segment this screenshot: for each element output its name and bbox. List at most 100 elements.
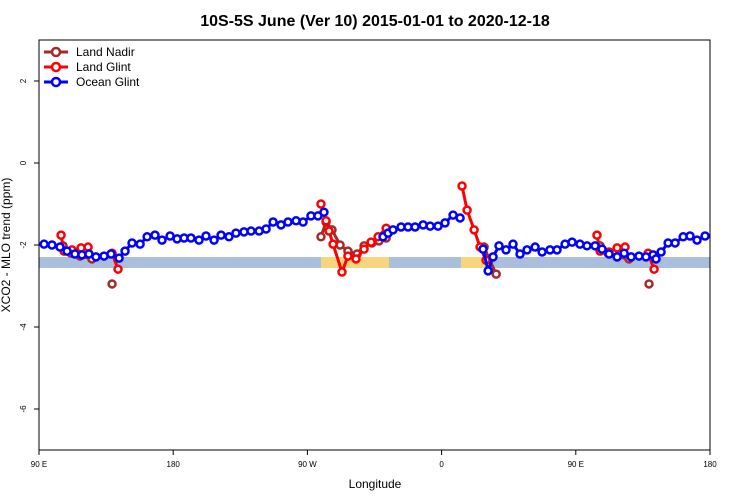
data-point xyxy=(692,235,702,245)
legend-marker xyxy=(50,46,62,58)
data-point xyxy=(478,244,488,254)
y-axis-label: XCO2 - MLO trend (ppm) xyxy=(0,178,13,313)
data-point xyxy=(491,269,501,279)
data-point xyxy=(488,252,498,262)
data-point xyxy=(324,226,334,236)
data-point xyxy=(501,245,511,255)
y-tick-label: -4 xyxy=(19,323,28,331)
data-point xyxy=(508,239,518,249)
data-point xyxy=(410,222,420,232)
data-point xyxy=(142,232,152,242)
data-point xyxy=(700,231,710,241)
x-tick-label: 90 E xyxy=(31,460,47,469)
data-point xyxy=(343,251,353,261)
x-tick-label: 180 xyxy=(703,460,717,469)
data-point xyxy=(328,239,338,249)
plot-area xyxy=(39,181,710,289)
data-point xyxy=(462,205,472,215)
data-point xyxy=(530,242,540,252)
data-point xyxy=(592,230,602,240)
data-point xyxy=(39,239,49,249)
data-point xyxy=(224,232,234,242)
data-point xyxy=(298,217,308,227)
data-point xyxy=(55,242,65,252)
data-point xyxy=(246,226,256,236)
legend-label: Ocean Glint xyxy=(76,75,140,89)
data-point xyxy=(494,241,504,251)
data-point xyxy=(231,228,241,238)
data-point xyxy=(366,237,376,247)
data-point xyxy=(522,245,532,255)
data-point xyxy=(552,245,562,255)
data-point xyxy=(261,224,271,234)
y-tick-label: 2 xyxy=(19,78,28,83)
data-point xyxy=(47,240,57,250)
data-point xyxy=(359,244,369,254)
data-point xyxy=(626,252,636,262)
data-point xyxy=(216,230,226,240)
data-point xyxy=(337,267,347,277)
data-point xyxy=(604,249,614,259)
legend-label: Land Nadir xyxy=(76,45,135,59)
data-point xyxy=(612,243,622,253)
data-point xyxy=(91,252,101,262)
data-point xyxy=(113,264,123,274)
data-point xyxy=(651,254,661,264)
data-point xyxy=(656,247,666,257)
data-point xyxy=(268,217,278,227)
data-point xyxy=(515,249,525,259)
data-point xyxy=(150,230,160,240)
data-point xyxy=(107,279,117,289)
x-tick-label: 0 xyxy=(439,460,444,469)
data-point xyxy=(106,249,116,259)
data-point xyxy=(316,199,326,209)
legend-label: Land Glint xyxy=(76,60,131,74)
land-strip xyxy=(461,257,489,268)
legend-marker xyxy=(50,61,62,73)
x-tick-label: 90 W xyxy=(298,460,317,469)
data-point xyxy=(135,239,145,249)
data-point xyxy=(194,235,204,245)
data-point xyxy=(351,254,361,264)
data-point xyxy=(685,231,695,241)
data-point xyxy=(127,238,137,248)
data-point xyxy=(619,248,629,258)
data-point xyxy=(590,241,600,251)
data-point xyxy=(388,225,398,235)
data-point xyxy=(114,253,124,263)
data-point xyxy=(186,233,196,243)
x-axis-label: Longitude xyxy=(349,477,402,491)
data-point xyxy=(567,237,577,247)
y-tick-label: -6 xyxy=(19,405,28,413)
data-point xyxy=(537,247,547,257)
y-tick-label: -2 xyxy=(19,241,28,249)
data-point xyxy=(644,279,654,289)
data-point xyxy=(457,181,467,191)
data-point xyxy=(120,246,130,256)
x-tick-label: 90 E xyxy=(568,460,584,469)
data-point xyxy=(670,238,680,248)
data-point xyxy=(62,246,72,256)
data-point xyxy=(316,232,326,242)
data-point xyxy=(201,231,211,241)
data-point xyxy=(56,230,66,240)
data-point xyxy=(440,218,450,228)
y-tick-label: 0 xyxy=(19,160,28,165)
data-point xyxy=(319,207,329,217)
data-point xyxy=(425,221,435,231)
x-tick-label: 180 xyxy=(167,460,181,469)
data-point xyxy=(157,235,167,245)
data-point xyxy=(649,264,659,274)
data-point xyxy=(321,216,331,226)
data-point xyxy=(597,244,607,254)
legend-marker xyxy=(50,76,62,88)
data-point xyxy=(455,213,465,223)
data-point xyxy=(483,266,493,276)
data-point xyxy=(582,241,592,251)
data-point xyxy=(433,221,443,231)
data-point xyxy=(469,225,479,235)
chart-title: 10S-5S June (Ver 10) 2015-01-01 to 2020-… xyxy=(200,13,550,30)
data-point xyxy=(209,235,219,245)
data-point xyxy=(283,217,293,227)
